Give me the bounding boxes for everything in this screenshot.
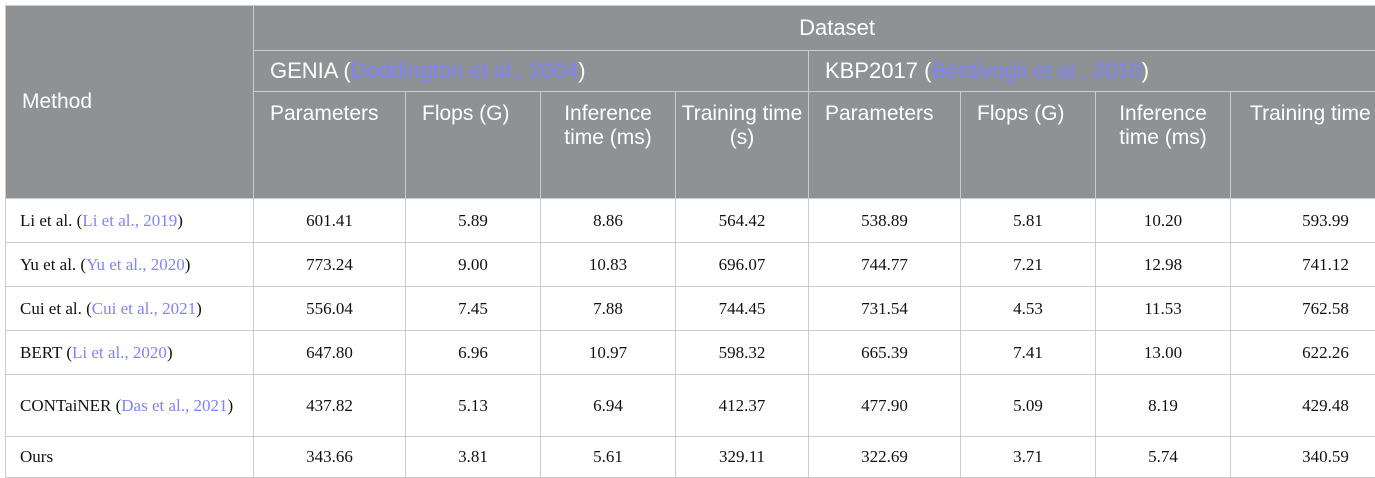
value-cell: 13.00 xyxy=(1096,331,1231,375)
method-cell: Cui et al. (Cui et al., 2021) xyxy=(6,287,254,331)
value-cell: 5.09 xyxy=(961,375,1096,437)
value-cell: 412.37 xyxy=(676,375,809,437)
value-cell: 12.98 xyxy=(1096,243,1231,287)
method-cell: Ours xyxy=(6,437,254,478)
value-cell: 556.04 xyxy=(254,287,406,331)
value-cell: 744.77 xyxy=(809,243,961,287)
kbp-citation-link[interactable]: Bentivogli et al., 2010 xyxy=(931,58,1141,83)
method-close: ) xyxy=(196,299,202,318)
value-cell: 593.99 xyxy=(1231,199,1375,243)
method-name: Ours xyxy=(20,447,53,466)
value-cell: 741.12 xyxy=(1231,243,1375,287)
col-header-parameters: Parameters xyxy=(254,92,406,199)
value-cell: 322.69 xyxy=(809,437,961,478)
value-cell: 647.80 xyxy=(254,331,406,375)
method-close: ) xyxy=(228,396,234,415)
value-cell: 10.20 xyxy=(1096,199,1231,243)
comparison-table-container: Method Dataset GENIA (Doddington et al.,… xyxy=(5,5,1375,478)
value-cell: 7.21 xyxy=(961,243,1096,287)
col-header-inference-time: Inference time (ms) xyxy=(541,92,676,199)
value-cell: 601.41 xyxy=(254,199,406,243)
method-name: Li et al. ( xyxy=(20,211,82,230)
method-header: Method xyxy=(6,6,254,199)
value-cell: 340.59 xyxy=(1231,437,1375,478)
col-header-flops: Flops (G) xyxy=(406,92,541,199)
method-citation-link[interactable]: Li et al., 2019 xyxy=(82,211,177,230)
value-cell: 731.54 xyxy=(809,287,961,331)
method-close: ) xyxy=(167,343,173,362)
value-cell: 5.89 xyxy=(406,199,541,243)
value-cell: 3.81 xyxy=(406,437,541,478)
method-name: CONTaiNER ( xyxy=(20,396,121,415)
value-cell: 7.45 xyxy=(406,287,541,331)
method-cell: BERT (Li et al., 2020) xyxy=(6,331,254,375)
method-citation-link[interactable]: Das et al., 2021 xyxy=(121,396,227,415)
value-cell: 773.24 xyxy=(254,243,406,287)
value-cell: 538.89 xyxy=(809,199,961,243)
method-cell: CONTaiNER (Das et al., 2021) xyxy=(6,375,254,437)
method-cell: Li et al. (Li et al., 2019) xyxy=(6,199,254,243)
value-cell: 7.41 xyxy=(961,331,1096,375)
method-citation-link[interactable]: Cui et al., 2021 xyxy=(92,299,196,318)
value-cell: 564.42 xyxy=(676,199,809,243)
value-cell: 7.88 xyxy=(541,287,676,331)
value-cell: 5.81 xyxy=(961,199,1096,243)
value-cell: 6.96 xyxy=(406,331,541,375)
value-cell: 8.19 xyxy=(1096,375,1231,437)
value-cell: 477.90 xyxy=(809,375,961,437)
value-cell: 437.82 xyxy=(254,375,406,437)
kbp-name: KBP2017 ( xyxy=(825,58,931,83)
method-citation-link[interactable]: Li et al., 2020 xyxy=(72,343,167,362)
value-cell: 622.26 xyxy=(1231,331,1375,375)
value-cell: 598.32 xyxy=(676,331,809,375)
col-header-parameters: Parameters xyxy=(809,92,961,199)
value-cell: 10.97 xyxy=(541,331,676,375)
value-cell: 6.94 xyxy=(541,375,676,437)
col-header-flops: Flops (G) xyxy=(961,92,1096,199)
kbp-group-header: KBP2017 (Bentivogli et al., 2010) xyxy=(809,51,1375,92)
value-cell: 429.48 xyxy=(1231,375,1375,437)
value-cell: 10.83 xyxy=(541,243,676,287)
genia-group-header: GENIA (Doddington et al., 2004) xyxy=(254,51,809,92)
genia-close: ) xyxy=(578,58,585,83)
value-cell: 744.45 xyxy=(676,287,809,331)
method-name: Cui et al. ( xyxy=(20,299,92,318)
value-cell: 696.07 xyxy=(676,243,809,287)
value-cell: 8.86 xyxy=(541,199,676,243)
col-header-training-time: Training time (s) xyxy=(676,92,809,199)
value-cell: 3.71 xyxy=(961,437,1096,478)
value-cell: 665.39 xyxy=(809,331,961,375)
method-cell: Yu et al. (Yu et al., 2020) xyxy=(6,243,254,287)
kbp-close: ) xyxy=(1142,58,1149,83)
comparison-table: Method Dataset GENIA (Doddington et al.,… xyxy=(5,5,1375,478)
value-cell: 9.00 xyxy=(406,243,541,287)
method-close: ) xyxy=(177,211,183,230)
value-cell: 343.66 xyxy=(254,437,406,478)
genia-citation-link[interactable]: Doddington et al., 2004 xyxy=(351,58,579,83)
col-header-training-time: Training time (s) xyxy=(1231,92,1375,199)
method-citation-link[interactable]: Yu et al., 2020 xyxy=(86,255,185,274)
table-header: Method Dataset GENIA (Doddington et al.,… xyxy=(6,6,1375,199)
dataset-header: Dataset xyxy=(254,6,1375,51)
value-cell: 5.13 xyxy=(406,375,541,437)
value-cell: 762.58 xyxy=(1231,287,1375,331)
value-cell: 329.11 xyxy=(676,437,809,478)
method-name: Yu et al. ( xyxy=(20,255,86,274)
col-header-inference-time: Inference time (ms) xyxy=(1096,92,1231,199)
value-cell: 5.61 xyxy=(541,437,676,478)
value-cell: 4.53 xyxy=(961,287,1096,331)
genia-name: GENIA ( xyxy=(270,58,351,83)
value-cell: 11.53 xyxy=(1096,287,1231,331)
method-close: ) xyxy=(185,255,191,274)
method-name: BERT ( xyxy=(20,343,72,362)
value-cell: 5.74 xyxy=(1096,437,1231,478)
